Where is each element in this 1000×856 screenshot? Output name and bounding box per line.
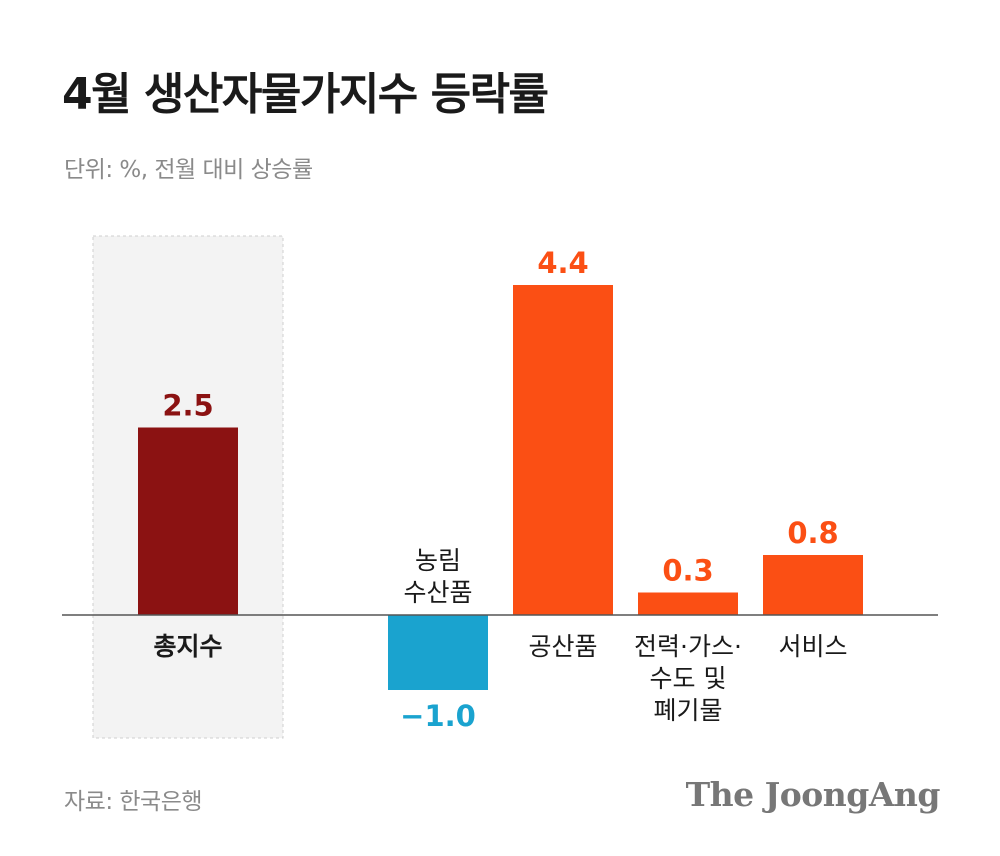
- bar-0: [138, 427, 238, 615]
- category-label-line: 폐기물: [653, 696, 722, 725]
- bar-4: [763, 555, 863, 615]
- chart-subtitle: 단위: %, 전월 대비 상승률: [64, 157, 313, 183]
- category-label-0: 총지수: [153, 632, 222, 661]
- category-label-2: 공산품: [528, 632, 597, 661]
- category-label-line: 수산품: [403, 578, 472, 607]
- source-note: 자료: 한국은행: [64, 789, 203, 815]
- category-label-line: 농림: [415, 546, 461, 575]
- category-label-line: 서비스: [778, 632, 847, 661]
- bar-1: [388, 615, 488, 690]
- bar-3: [638, 592, 738, 615]
- value-label-1: −1.0: [400, 699, 476, 733]
- category-label-line: 전력·가스·: [634, 632, 742, 661]
- value-label-0: 2.5: [162, 389, 213, 423]
- category-label-4: 서비스: [778, 632, 847, 661]
- value-label-2: 4.4: [537, 246, 588, 280]
- chart-title: 4월 생산자물가지수 등락률: [62, 69, 549, 120]
- value-label-4: 0.8: [787, 516, 838, 550]
- category-label-line: 수도 및: [650, 664, 727, 693]
- brand-logo: The JoongAng: [685, 775, 941, 814]
- category-label-line: 총지수: [153, 632, 222, 661]
- category-label-line: 공산품: [528, 632, 597, 661]
- value-label-3: 0.3: [662, 554, 713, 588]
- bar-2: [513, 285, 613, 615]
